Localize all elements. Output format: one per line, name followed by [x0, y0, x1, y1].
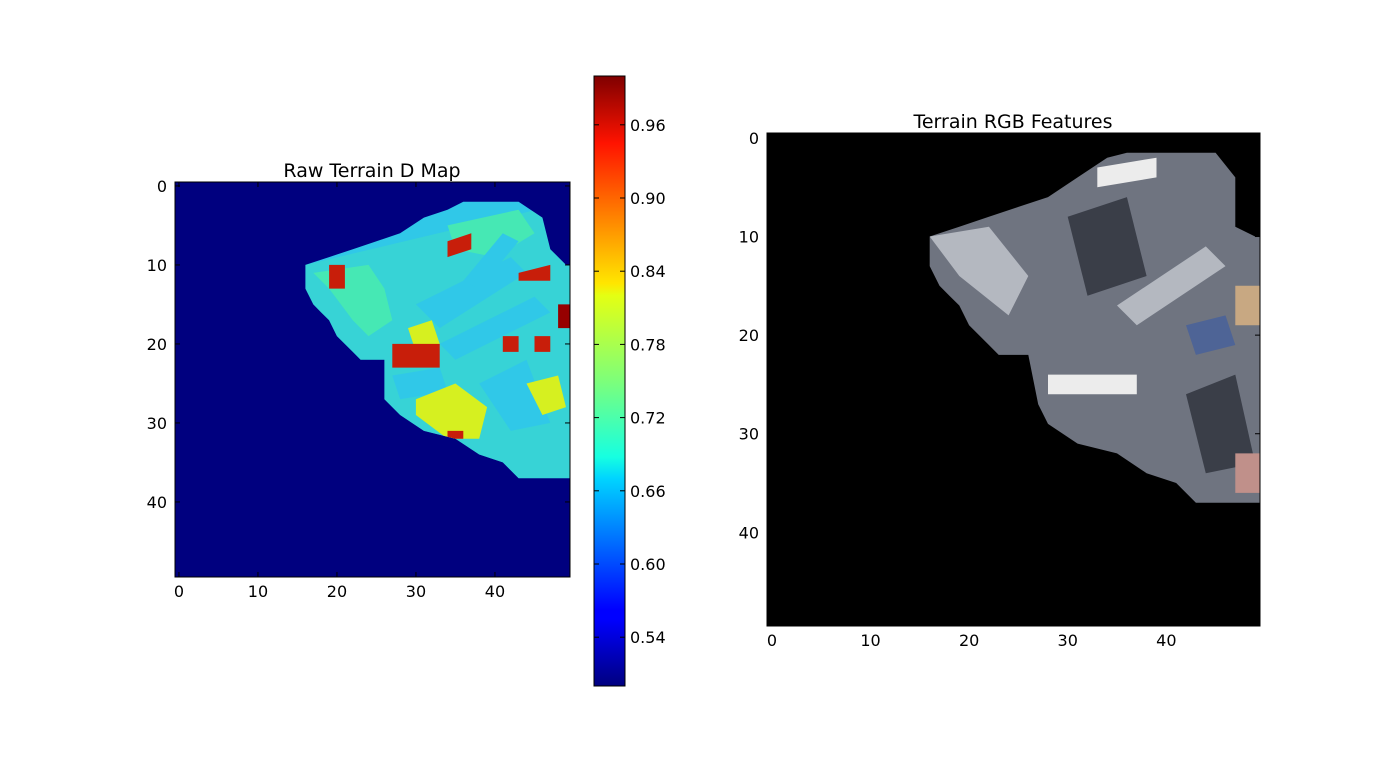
terrain-feature-pink	[1235, 453, 1260, 493]
y-tick-label: 20	[739, 326, 759, 345]
colorbar-tick-label: 0.84	[630, 262, 666, 281]
y-tick-label: 20	[147, 335, 167, 354]
terrain-region	[929, 152, 1260, 503]
terrain-rgb-image	[766, 132, 1261, 627]
terrain-feature-red	[392, 343, 440, 368]
terrain-feature-dark	[1186, 374, 1256, 474]
y-tick-label: 30	[739, 425, 759, 444]
y-tick-label: 0	[749, 129, 759, 148]
colorbar-tick-label: 0.96	[630, 116, 666, 135]
terrain-feature-red	[329, 264, 345, 289]
terrain-feature-red	[534, 336, 551, 352]
colorbar-tick-label: 0.54	[630, 628, 666, 647]
terrain-feature-cyan	[439, 296, 551, 360]
plot-frame	[174, 181, 571, 578]
x-tick-label: 0	[767, 631, 777, 650]
colorbar-ticks: 0.54 0.60 0.66 0.72 0.78 0.84 0.90 0.96	[594, 116, 666, 647]
terrain-feature-cyan	[479, 359, 551, 431]
x-tick-label: 10	[860, 631, 880, 650]
terrain-feature-darkred	[558, 304, 570, 329]
colorbar-tick-label: 0.78	[630, 335, 666, 354]
y-tick-label: 0	[157, 177, 167, 196]
colorbar-tick-label: 0.90	[630, 189, 666, 208]
terrain-feature-yellow	[415, 383, 488, 439]
terrain-feature-dark	[1067, 197, 1147, 296]
terrain-feature-cyan	[415, 257, 527, 329]
terrain-feature-red	[518, 264, 551, 281]
terrain-feature-light	[1117, 246, 1226, 326]
y-tick-label: 10	[147, 256, 167, 275]
terrain-feature-white	[1097, 157, 1157, 188]
terrain-feature-red	[447, 233, 472, 258]
terrain-feature-cyan	[392, 367, 448, 400]
colorbar-gradient	[593, 75, 626, 687]
raw-terrain-heatmap	[174, 181, 571, 578]
x-tick-label: 30	[1058, 631, 1078, 650]
terrain-feature-light	[929, 226, 1029, 316]
colorbar-tick-label: 0.60	[630, 555, 666, 574]
terrain-feature-tan	[1235, 285, 1260, 326]
chart-title-raw: Raw Terrain D Map	[283, 160, 460, 182]
x-tick-label: 10	[248, 582, 268, 601]
terrain-feature-red	[502, 336, 519, 352]
panel-terrain-rgb: Terrain RGB Features 0 10 20 30 40 0 10 20 30 40	[739, 111, 1261, 650]
y-tick-label: 40	[739, 523, 759, 542]
terrain-feature-yellow	[526, 375, 566, 415]
x-tick-label: 20	[959, 631, 979, 650]
terrain-feature-cyan	[463, 233, 519, 289]
terrain-rgb-ticks: 0 10 20 30 40 0 10 20 30 40	[739, 129, 1260, 650]
terrain-feature-blue	[1186, 315, 1236, 355]
y-tick-label: 10	[739, 228, 759, 247]
y-tick-label: 30	[147, 414, 167, 433]
panel-raw-terrain: Raw Terrain D Map 0 10 20 30 40 0 10 20 30 40	[147, 160, 571, 601]
colorbar: 0.54 0.60 0.66 0.72 0.78 0.84 0.90 0.96	[593, 75, 666, 687]
x-tick-label: 20	[327, 582, 347, 601]
plot-frame	[766, 132, 1261, 627]
terrain-feature-red	[447, 430, 464, 439]
colorbar-tick-label: 0.72	[630, 409, 666, 428]
terrain-feature-white	[1048, 374, 1137, 395]
y-tick-label: 40	[147, 493, 167, 512]
x-tick-label: 40	[485, 582, 505, 601]
colorbar-tick-label: 0.66	[630, 482, 666, 501]
chart-title-rgb: Terrain RGB Features	[912, 111, 1112, 133]
x-tick-label: 0	[174, 582, 184, 601]
x-tick-label: 30	[406, 582, 426, 601]
x-tick-label: 40	[1156, 631, 1176, 650]
raw-terrain-ticks: 0 10 20 30 40 0 10 20 30 40	[147, 177, 570, 601]
